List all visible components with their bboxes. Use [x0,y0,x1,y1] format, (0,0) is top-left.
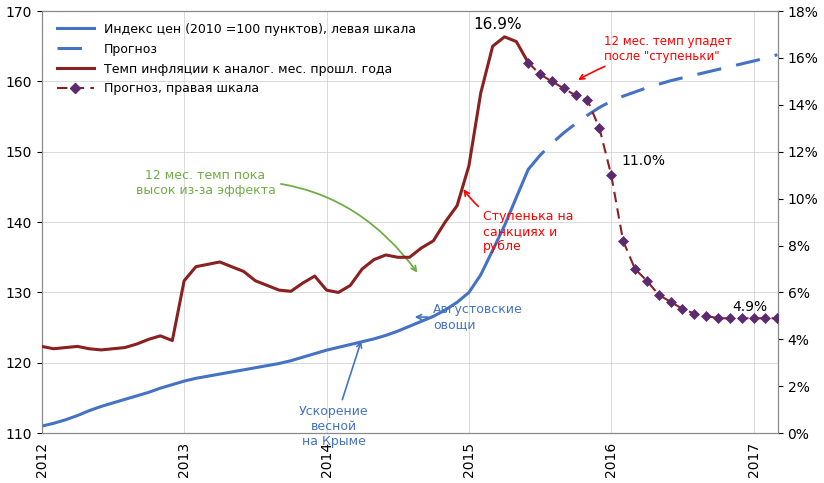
Text: Ступенька на
санкциях и
рубле: Ступенька на санкциях и рубле [465,191,574,254]
Legend: Индекс цен (2010 =100 пунктов), левая шкала, Прогноз, Темп инфляции к аналог. ме: Индекс цен (2010 =100 пунктов), левая шк… [52,18,421,100]
Text: Августовские
овощи: Августовские овощи [417,303,523,331]
Text: 4.9%: 4.9% [733,299,767,313]
Text: 12 мес. темп упадет
после "ступеньки": 12 мес. темп упадет после "ступеньки" [579,34,732,79]
Text: Ускорение
весной
на Крыме: Ускорение весной на Крыме [299,342,368,448]
Text: 16.9%: 16.9% [473,17,522,32]
Text: 12 мес. темп пока
высок из-за эффекта: 12 мес. темп пока высок из-за эффекта [136,170,416,271]
Text: 11.0%: 11.0% [621,154,665,168]
